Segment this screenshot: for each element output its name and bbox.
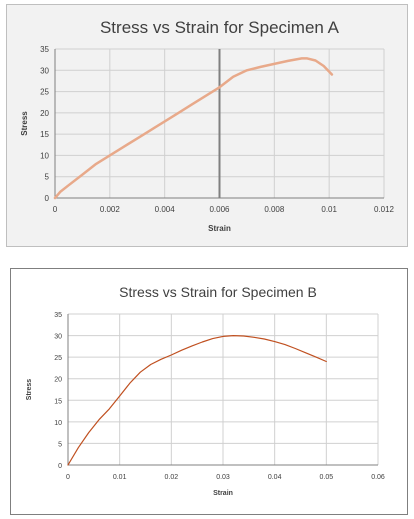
chart-b-xtick-label-1: 0.01 (113, 474, 127, 481)
chart-a-ytick-label-6: 30 (40, 66, 49, 75)
chart-b-xtick-label-2: 0.02 (165, 474, 179, 481)
chart-a-ytick-label-2: 10 (40, 151, 49, 160)
chart-a-ytick-label-1: 5 (45, 173, 50, 182)
chart-b-ytick-label-7: 35 (54, 312, 62, 319)
chart-b-xtick-label-3: 0.03 (216, 474, 230, 481)
chart-b-xtick-label-5: 0.05 (320, 474, 334, 481)
chart-a-ytick-label-4: 20 (40, 109, 49, 118)
chart-a-ytick-label-5: 25 (40, 88, 49, 97)
chart-b-ytick-label-3: 15 (54, 398, 62, 405)
chart-b-title: Stress vs Strain for Specimen B (119, 284, 317, 300)
chart-a-title: Stress vs Strain for Specimen A (100, 18, 340, 37)
chart-a-xtick-label-4: 0.008 (264, 205, 285, 214)
chart-a-panel: Stress vs Strain for Specimen A 0 5 10 15 20 2… (6, 4, 408, 247)
chart-b-ytick-label-5: 25 (54, 355, 62, 362)
chart-b-ytick-label-2: 10 (54, 420, 62, 427)
chart-b-xtick-label-6: 0.06 (371, 474, 385, 481)
chart-b-ytick-label-4: 20 (54, 377, 62, 384)
chart-a-xtick-label-6: 0.012 (374, 205, 395, 214)
chart-b-ytick-label-0: 0 (58, 463, 62, 470)
chart-b-series-line (67, 334, 327, 466)
chart-b-ytick-label-6: 30 (54, 334, 62, 341)
chart-b-y-axis-title: Stress (26, 379, 33, 401)
chart-a-xtick-label-3: 0.006 (209, 205, 230, 214)
chart-a-ytick-label-7: 35 (40, 45, 49, 54)
chart-b-svg: Stress vs Strain for Specimen B 0 5 10 15 20 2… (26, 284, 385, 497)
chart-a-xtick-label-0: 0 (53, 205, 58, 214)
chart-b-panel: Stress vs Strain for Specimen B 0 5 10 15 20 2… (10, 268, 408, 515)
chart-b-xtick-label-0: 0 (66, 474, 70, 481)
chart-a-ytick-label-3: 15 (40, 130, 49, 139)
chart-b-x-axis-title: Strain (213, 490, 233, 497)
chart-a-x-axis-title: Strain (208, 224, 231, 233)
chart-a-series-line (53, 57, 334, 200)
chart-b-ytick-label-1: 5 (58, 441, 62, 448)
chart-a-y-axis-title: Stress (20, 111, 29, 136)
chart-a-xtick-label-1: 0.002 (100, 205, 121, 214)
chart-a-ytick-label-0: 0 (45, 194, 50, 203)
chart-b-xtick-label-4: 0.04 (268, 474, 282, 481)
chart-a-xtick-label-5: 0.01 (321, 205, 337, 214)
chart-a-xtick-label-2: 0.004 (155, 205, 176, 214)
chart-a-svg: Stress vs Strain for Specimen A 0 5 10 15 20 2… (20, 18, 395, 233)
